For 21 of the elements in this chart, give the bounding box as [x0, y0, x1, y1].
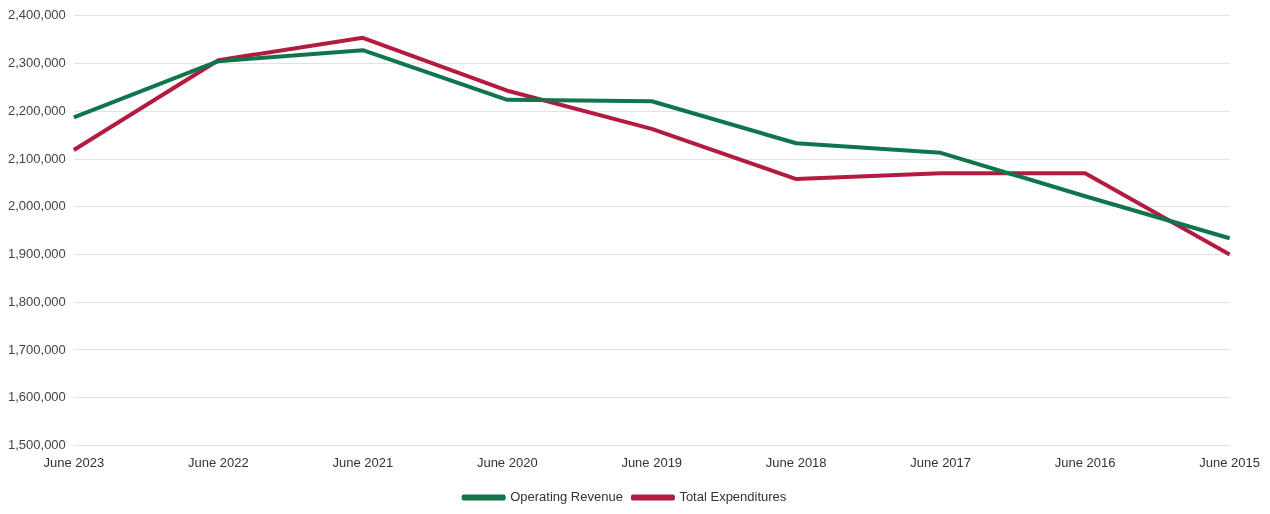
- x-tick-label: June 2017: [910, 454, 972, 470]
- legend-label: Operating Revenue: [510, 489, 623, 505]
- y-tick-label: 2,000,000: [7, 198, 66, 214]
- y-tick-label: 2,300,000: [7, 55, 66, 71]
- legend-label: Total Expenditures: [679, 489, 787, 505]
- x-tick-label: June 2021: [332, 454, 394, 470]
- x-tick-label: June 2015: [1199, 454, 1261, 470]
- y-tick-label: 2,200,000: [7, 102, 66, 118]
- x-tick-label: June 2023: [43, 454, 105, 470]
- y-tick-label: 2,100,000: [7, 150, 66, 166]
- x-tick-label: June 2018: [765, 454, 827, 470]
- y-tick-label: 1,900,000: [7, 246, 66, 262]
- x-tick-label: June 2022: [187, 454, 249, 470]
- x-tick-label: June 2020: [476, 454, 538, 470]
- y-tick-label: 1,800,000: [7, 293, 66, 309]
- x-tick-label: June 2016: [1054, 454, 1116, 470]
- x-tick-label: June 2019: [621, 454, 683, 470]
- y-tick-label: 2,400,000: [7, 7, 66, 23]
- y-tick-label: 1,700,000: [7, 341, 66, 357]
- y-tick-label: 1,600,000: [7, 389, 66, 405]
- y-tick-label: 1,500,000: [7, 436, 66, 452]
